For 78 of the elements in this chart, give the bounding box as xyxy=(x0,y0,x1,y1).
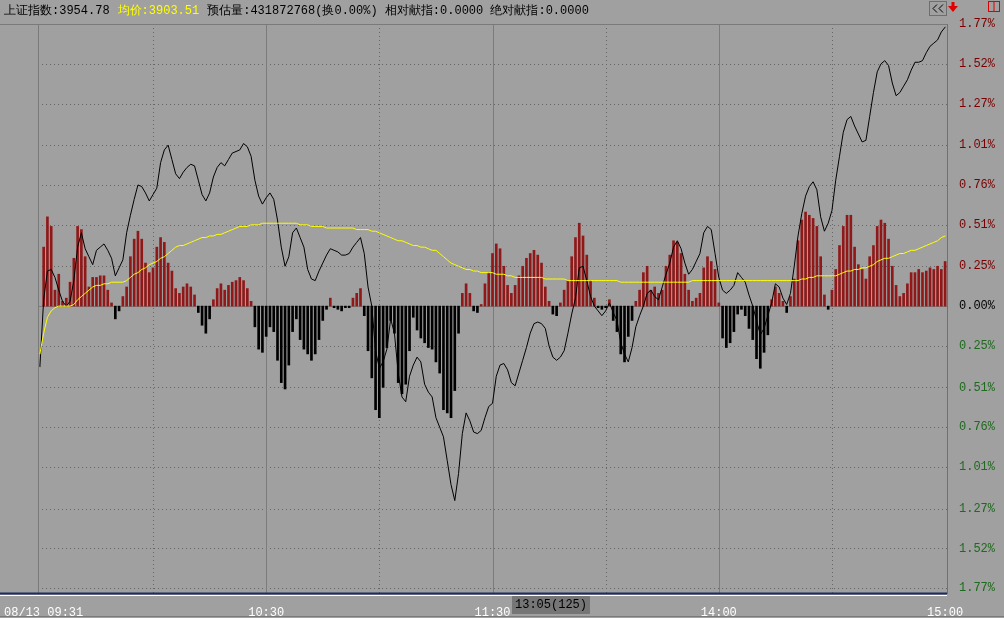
text: 上证指数:3954.78 xyxy=(4,3,110,20)
bar xyxy=(604,305,607,309)
y-tick-label: 1.77% xyxy=(959,17,996,32)
bar xyxy=(159,237,162,307)
bar xyxy=(808,214,811,307)
y-tick-label: 0.25% xyxy=(959,259,996,274)
bar xyxy=(804,211,807,307)
y-tick-label: 0.51% xyxy=(959,218,996,232)
y-tick-label: 0.51% xyxy=(959,380,996,395)
bar xyxy=(98,275,102,307)
bar xyxy=(242,280,245,307)
y-tick-label: 1.27% xyxy=(959,96,996,111)
bar xyxy=(310,305,313,361)
bar xyxy=(924,270,928,307)
bar xyxy=(758,305,762,369)
bar xyxy=(189,286,193,307)
bar xyxy=(883,222,887,307)
y-tick-label: 0.25% xyxy=(959,339,996,354)
bar xyxy=(476,305,479,313)
x-tick-label: 14:00 xyxy=(700,606,737,618)
y-tick-label: 1.27% xyxy=(959,501,996,516)
bar xyxy=(528,253,532,307)
bar xyxy=(238,277,242,307)
bar xyxy=(359,288,362,307)
bar xyxy=(936,265,939,307)
y-tick-label: 1.52% xyxy=(959,57,996,72)
bar xyxy=(344,305,347,309)
bar xyxy=(536,254,540,307)
y-tick-label: 1.77% xyxy=(959,581,996,596)
bar xyxy=(95,277,98,307)
bar xyxy=(347,305,351,309)
bar xyxy=(423,305,426,344)
bar xyxy=(91,277,95,307)
bar xyxy=(774,286,777,307)
bar xyxy=(113,305,117,320)
y-tick-label: 0.76% xyxy=(959,178,996,193)
bar xyxy=(445,305,449,414)
bar xyxy=(725,305,728,348)
bar xyxy=(525,257,528,307)
x-tick-label: 10:30 xyxy=(248,606,285,618)
bar xyxy=(378,305,381,419)
bar xyxy=(577,222,581,307)
text: 均价:3903.51 xyxy=(117,3,200,20)
bar xyxy=(340,305,343,312)
y-tick-label: 0.76% xyxy=(959,420,996,435)
bar xyxy=(826,305,830,310)
bar xyxy=(257,305,260,350)
bar xyxy=(494,243,498,307)
bar xyxy=(675,242,679,307)
bar xyxy=(921,272,924,307)
bar xyxy=(181,286,185,307)
bar xyxy=(328,297,332,307)
bar xyxy=(227,285,230,307)
bar xyxy=(623,305,626,363)
bar xyxy=(932,269,936,307)
y-tick-label: 1.01% xyxy=(959,460,996,475)
bar xyxy=(427,305,430,348)
bar xyxy=(261,305,264,353)
bar xyxy=(230,281,234,307)
x-tick-label: 11:30 xyxy=(474,606,511,618)
bar xyxy=(785,305,789,313)
bar xyxy=(694,297,698,307)
bar xyxy=(472,305,475,312)
bar xyxy=(917,269,921,307)
bar xyxy=(849,214,853,307)
x-tick-label: 15:00 xyxy=(927,606,964,618)
text: 13:05(125) xyxy=(512,596,591,614)
bar xyxy=(672,240,675,307)
bar xyxy=(706,256,709,307)
bar xyxy=(442,305,445,411)
bar xyxy=(555,305,558,316)
chart-subtitle: 预估量:431872768(换0.00%) 相对献指:0.0000 绝对献指:0.0000 xyxy=(207,3,589,20)
y-tick-label: 0.00% xyxy=(959,299,996,314)
x-tick-label: 08/13 09:31 xyxy=(4,606,84,618)
y-tick-label: 1.52% xyxy=(959,541,996,556)
y-tick-label: 1.01% xyxy=(959,138,996,153)
bar xyxy=(80,229,83,307)
bar xyxy=(46,216,49,307)
